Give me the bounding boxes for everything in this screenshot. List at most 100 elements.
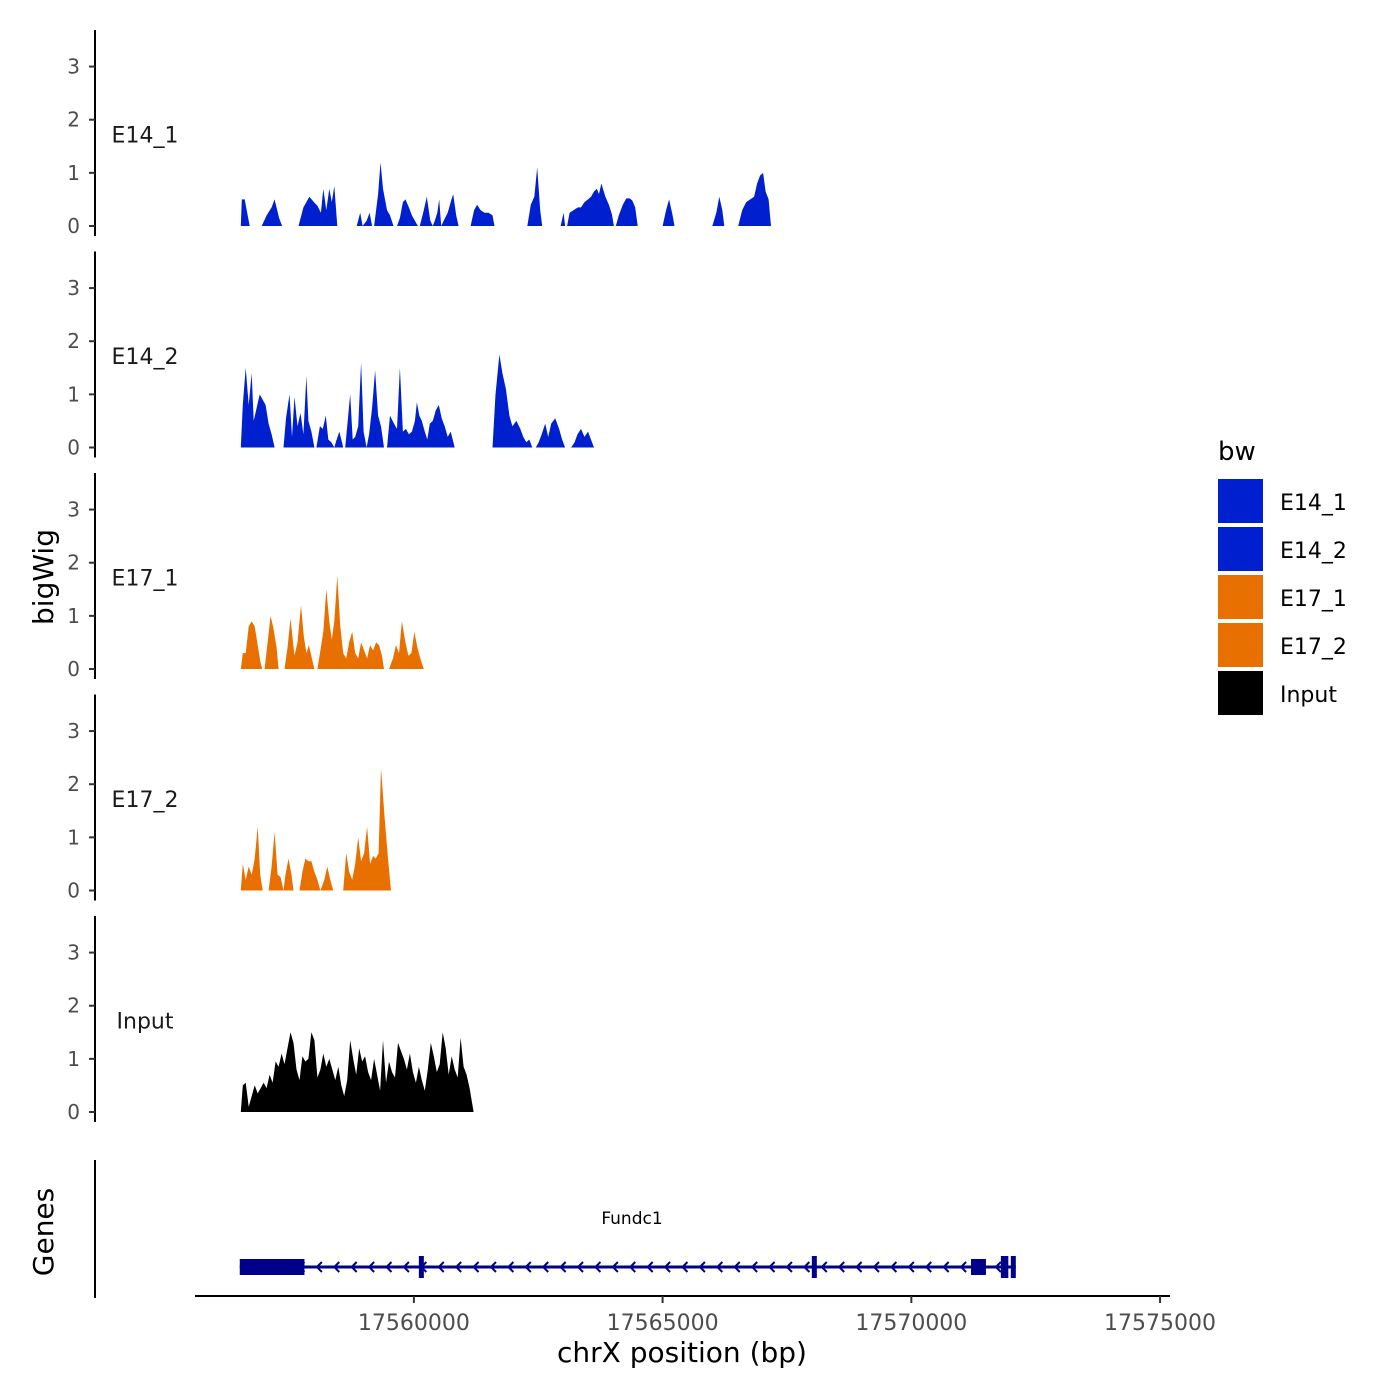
coverage-area [343, 768, 391, 891]
y-tick-label: 3 [67, 498, 80, 522]
x-tick-label: 17575000 [1104, 1311, 1216, 1336]
y-axis-title: bigWig [27, 529, 60, 625]
coverage-area [470, 204, 495, 226]
track-label: E17_1 [112, 566, 179, 591]
y-tick-label: 0 [67, 1100, 80, 1124]
track-label: Input [117, 1009, 174, 1034]
gene-track: Genes Fundc1 [27, 1160, 1016, 1298]
y-tick-label: 2 [67, 329, 80, 353]
y-tick-label: 3 [67, 941, 80, 965]
strand-arrow [489, 1261, 497, 1273]
coverage-area [268, 832, 294, 891]
strand-arrow [559, 1261, 567, 1273]
strand-arrow [576, 1261, 584, 1273]
strand-arrow [402, 1261, 410, 1273]
coverage-area [240, 367, 275, 448]
strand-arrow [663, 1261, 671, 1273]
coverage-area [560, 183, 638, 226]
coverage-area [356, 162, 394, 226]
strand-arrow [524, 1261, 532, 1273]
coverage-area [240, 1032, 474, 1112]
strand-arrow [715, 1261, 724, 1273]
y-tick-label: 1 [67, 382, 80, 406]
track-label: E14_1 [112, 123, 179, 148]
track-panels: 0 1 2 3 E14_1 0 1 2 3 E14_2 0 1 2 3 E17_1 0 1 2 3 E17_2 0 1 2 3… [67, 30, 771, 1124]
y-tick-label: 2 [67, 772, 80, 796]
track-label: E17_2 [112, 788, 179, 813]
legend: bw E14_1 E14_2 E17_1 E17_2 Input [1218, 437, 1347, 715]
track-panel-e17-1: 0 1 2 3 E17_1 [67, 473, 424, 681]
track-label: E14_2 [112, 345, 179, 370]
exon-block [971, 1259, 986, 1275]
legend-title: bw [1218, 437, 1256, 467]
legend-label: E14_1 [1280, 491, 1347, 516]
track-panel-input: 0 1 2 3 Input [67, 916, 474, 1124]
x-axis: 17560000 17565000 17570000 17575000 chrX po… [195, 1295, 1216, 1369]
strand-arrow [628, 1261, 636, 1273]
coverage-area [283, 362, 455, 448]
legend-swatch [1218, 623, 1263, 667]
strand-arrow [541, 1261, 549, 1273]
strand-arrow [437, 1261, 445, 1273]
coverage-area [284, 576, 384, 669]
exon-block [1010, 1256, 1016, 1278]
coverage-area [298, 186, 338, 226]
coverage-area [712, 196, 725, 226]
y-tick-label: 0 [67, 657, 80, 681]
strand-arrow [802, 1261, 811, 1273]
exon-block [1000, 1256, 1009, 1278]
y-tick-label: 3 [67, 276, 80, 300]
strand-arrow [733, 1261, 741, 1273]
coverage-area [299, 858, 334, 891]
strand-arrow [750, 1261, 758, 1273]
y-tick-label: 0 [67, 214, 80, 238]
y-tick-label: 1 [67, 161, 80, 185]
strand-arrow [855, 1261, 863, 1273]
gene-model-fundc1 [239, 1256, 1016, 1278]
x-axis-ticks: 17560000 17565000 17570000 17575000 [358, 1296, 1216, 1336]
track-panel-e14-1: 0 1 2 3 E14_1 [67, 30, 771, 238]
coverage-area [571, 428, 594, 448]
strand-arrow [837, 1261, 845, 1273]
strand-arrow [890, 1261, 898, 1273]
strand-arrow [959, 1261, 967, 1273]
strand-arrow [332, 1261, 340, 1273]
strand-arrow [768, 1261, 776, 1273]
legend-swatch [1218, 575, 1263, 619]
coverage-area [492, 354, 566, 448]
coverage-area [240, 615, 279, 669]
x-tick-label: 17560000 [358, 1311, 470, 1336]
legend-label: E17_1 [1280, 587, 1347, 612]
coverage-area [389, 621, 424, 669]
gene-name-label: Fundc1 [601, 1209, 662, 1229]
y-tick-label: 1 [67, 825, 80, 849]
y-tick-label: 3 [67, 55, 80, 79]
exon-block [418, 1256, 424, 1278]
strand-arrow [315, 1261, 323, 1273]
y-tick-label: 0 [67, 879, 80, 903]
x-tick-label: 17565000 [607, 1311, 719, 1336]
y-tick-label: 2 [67, 994, 80, 1018]
coverage-area [738, 172, 771, 226]
coverage-area [662, 199, 675, 226]
strand-arrow [350, 1261, 358, 1273]
exon-block [239, 1259, 305, 1275]
strand-arrow [385, 1261, 393, 1273]
strand-arrow [611, 1261, 619, 1273]
y-tick-label: 1 [67, 604, 80, 628]
exon-block [811, 1256, 817, 1278]
strand-arrow [594, 1261, 602, 1273]
strand-arrow [942, 1261, 950, 1273]
legend-swatch [1218, 527, 1263, 571]
strand-arrow [646, 1261, 654, 1273]
legend-label: E14_2 [1280, 539, 1347, 564]
strand-arrow [907, 1261, 915, 1273]
strand-arrow [472, 1261, 480, 1273]
coverage-area [240, 826, 263, 891]
strand-arrow [454, 1261, 462, 1273]
genes-track-title: Genes [27, 1188, 60, 1276]
x-tick-label: 17570000 [855, 1311, 967, 1336]
legend-label: E17_2 [1280, 635, 1347, 660]
y-tick-label: 2 [67, 108, 80, 132]
